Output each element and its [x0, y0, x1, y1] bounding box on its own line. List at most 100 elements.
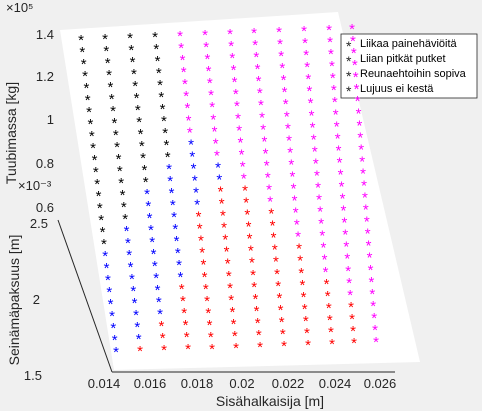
- x-tick-label: 0.014: [88, 376, 121, 391]
- series-1-marker: *: [358, 141, 364, 158]
- series-0-marker: *: [87, 116, 93, 133]
- series-3-marker: *: [202, 269, 208, 286]
- series-3-marker: *: [200, 257, 206, 274]
- series-1-marker: *: [366, 238, 372, 255]
- series-1-marker: *: [235, 110, 241, 127]
- series-1-marker: *: [349, 21, 355, 38]
- series-3-marker: *: [224, 244, 230, 261]
- series-1-marker: *: [368, 262, 374, 279]
- series-1-marker: *: [279, 60, 285, 77]
- series-1-marker: *: [312, 143, 318, 160]
- series-1-marker: *: [356, 105, 362, 122]
- series-2-marker: *: [128, 259, 134, 276]
- series-1-marker: *: [360, 166, 366, 183]
- legend-marker: *: [346, 53, 352, 69]
- series-0-marker: *: [78, 32, 84, 49]
- series-1-marker: *: [309, 107, 315, 124]
- series-2-marker: *: [171, 209, 177, 226]
- series-1-marker: *: [178, 40, 184, 57]
- series-1-marker: *: [370, 298, 376, 315]
- legend-entry-label: Liian pitkät putket: [360, 53, 446, 65]
- series-2-marker: *: [176, 257, 182, 274]
- series-3-marker: *: [227, 280, 233, 297]
- series-3-marker: *: [161, 342, 167, 359]
- series-0-marker: *: [152, 29, 158, 46]
- series-1-marker: *: [344, 251, 350, 268]
- series-3-marker: *: [222, 232, 228, 249]
- series-0-marker: *: [122, 211, 128, 228]
- series-3-marker: *: [327, 312, 333, 329]
- series-1-marker: *: [267, 194, 273, 211]
- series-1-marker: *: [258, 97, 264, 114]
- series-3-marker: *: [207, 317, 213, 334]
- series-0-marker: *: [140, 150, 146, 167]
- series-1-marker: *: [308, 95, 314, 112]
- series-0-marker: *: [141, 162, 147, 179]
- series-3-marker: *: [348, 299, 354, 316]
- series-0-marker: *: [114, 139, 120, 156]
- z-tick-label: 1.2: [36, 69, 54, 84]
- series-2-marker: *: [155, 282, 161, 299]
- series-3-marker: *: [218, 184, 224, 201]
- legend-entry-label: Liikaa painehäviöitä: [360, 38, 458, 50]
- series-1-marker: *: [213, 135, 219, 152]
- series-0-marker: *: [90, 140, 96, 157]
- series-1-marker: *: [345, 263, 351, 280]
- series-1-marker: *: [214, 147, 220, 164]
- series-0-marker: *: [85, 92, 91, 109]
- series-1-marker: *: [343, 239, 349, 256]
- series-1-marker: *: [259, 109, 265, 126]
- y-tick-label: 2: [33, 292, 40, 307]
- series-1-marker: *: [336, 142, 342, 159]
- series-1-marker: *: [257, 85, 263, 102]
- series-2-marker: *: [177, 269, 183, 286]
- series-1-marker: *: [353, 69, 359, 86]
- series-3-marker: *: [305, 337, 311, 354]
- series-0-marker: *: [160, 101, 166, 118]
- x-tick-label: 0.02: [229, 376, 254, 391]
- series-0-marker: *: [155, 53, 161, 70]
- series-2-marker: *: [125, 235, 131, 252]
- series-1-marker: *: [252, 37, 258, 54]
- series-1-marker: *: [301, 23, 307, 40]
- series-1-marker: *: [256, 73, 262, 90]
- series-3-marker: *: [298, 265, 304, 282]
- plot-area: [60, 12, 420, 370]
- series-1-marker: *: [294, 217, 300, 234]
- series-1-marker: *: [281, 72, 287, 89]
- series-3-marker: *: [205, 305, 211, 322]
- series-3-marker: *: [229, 304, 235, 321]
- series-1-marker: *: [318, 216, 324, 233]
- series-1-marker: *: [291, 181, 297, 198]
- series-0-marker: *: [136, 114, 142, 131]
- series-2-marker: *: [124, 223, 130, 240]
- series-2-marker: *: [189, 148, 195, 165]
- y-axis-exponent: ×10⁻³: [18, 178, 52, 193]
- series-2-marker: *: [194, 197, 200, 214]
- series-1-marker: *: [183, 88, 189, 105]
- series-3-marker: *: [185, 341, 191, 358]
- series-1-marker: *: [212, 123, 218, 140]
- series-3-marker: *: [274, 266, 280, 283]
- series-2-marker: *: [105, 272, 111, 289]
- series-1-marker: *: [334, 118, 340, 135]
- series-1-marker: *: [304, 59, 310, 76]
- series-1-marker: *: [367, 250, 373, 267]
- series-1-marker: *: [340, 191, 346, 208]
- series-1-marker: *: [310, 119, 316, 136]
- series-0-marker: *: [97, 200, 103, 217]
- series-1-marker: *: [362, 190, 368, 207]
- series-1-marker: *: [232, 74, 238, 91]
- series-1-marker: *: [303, 47, 309, 64]
- series-3-marker: *: [231, 316, 237, 333]
- series-1-marker: *: [306, 83, 312, 100]
- series-3-marker: *: [303, 313, 309, 330]
- series-2-marker: *: [153, 270, 159, 287]
- series-3-marker: *: [158, 318, 164, 335]
- series-1-marker: *: [354, 81, 360, 98]
- series-3-marker: *: [271, 230, 277, 247]
- series-1-marker: *: [326, 22, 332, 39]
- series-2-marker: *: [193, 185, 199, 202]
- series-1-marker: *: [333, 106, 339, 123]
- series-1-marker: *: [314, 168, 320, 185]
